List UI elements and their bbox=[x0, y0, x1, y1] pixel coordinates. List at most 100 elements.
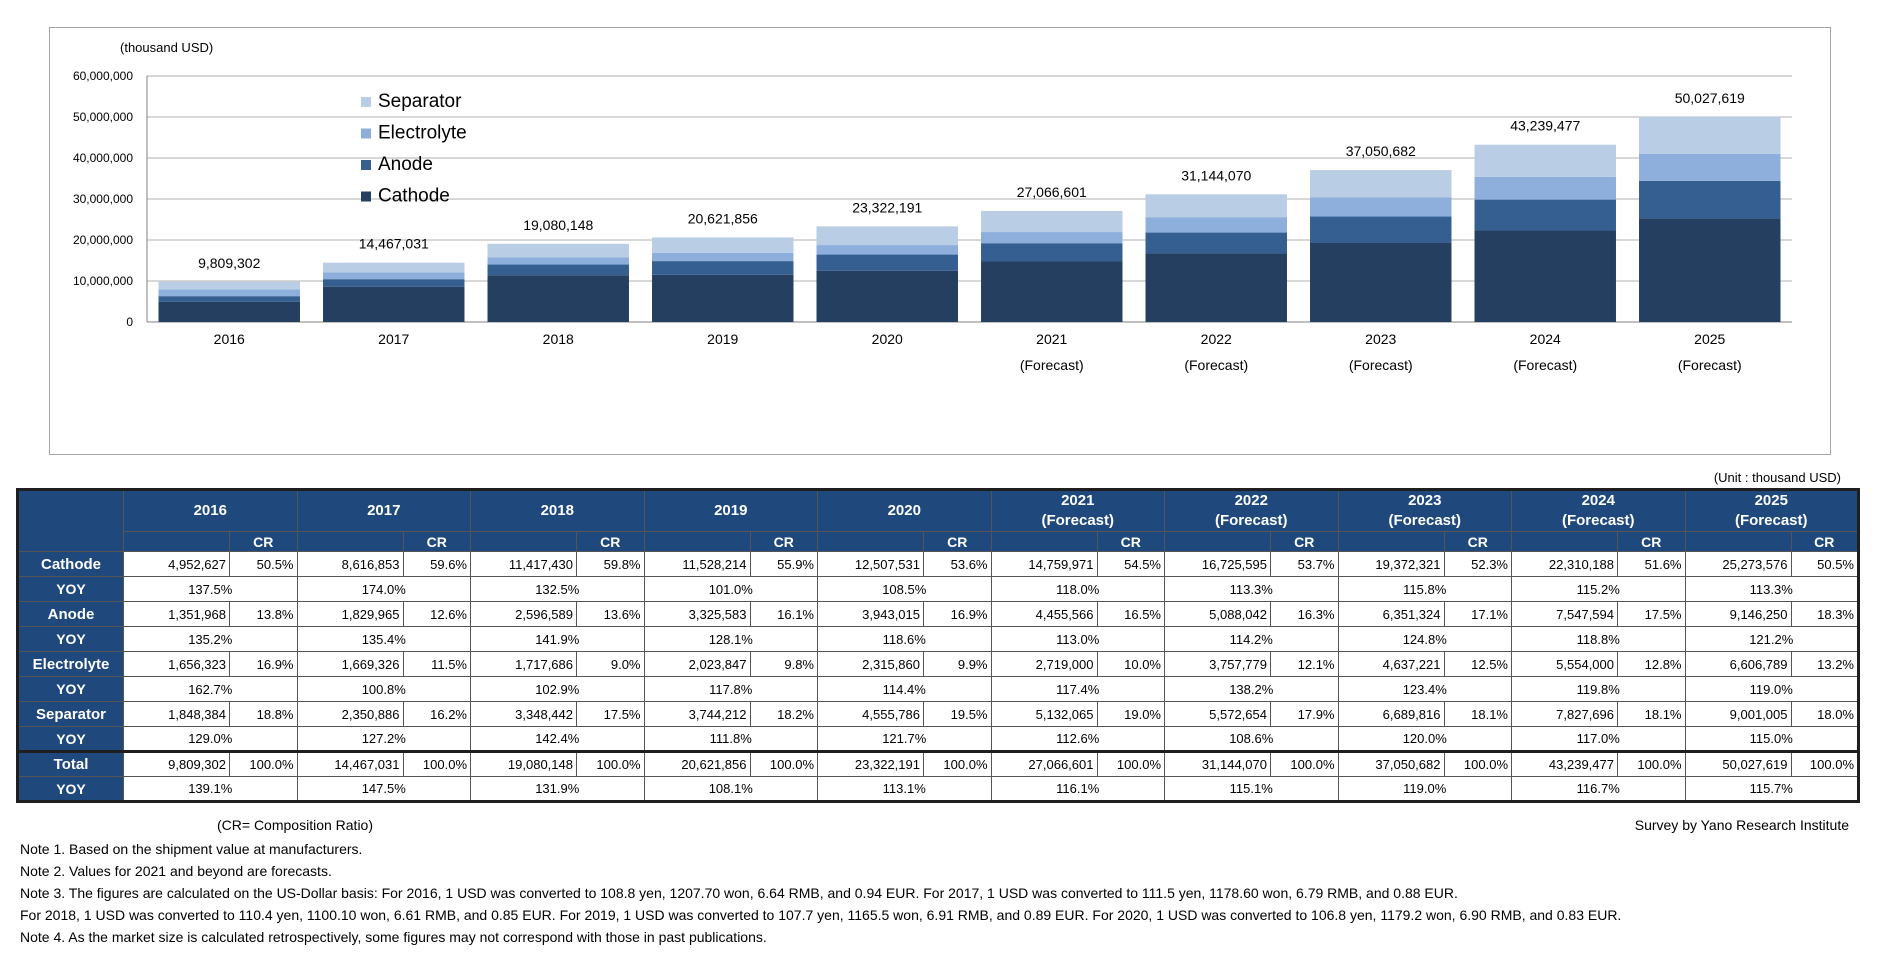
yoy-cell: 115.7% bbox=[1684, 776, 1859, 802]
year-header-year: 2019 bbox=[714, 502, 748, 519]
yoy-cell: 115.2% bbox=[1511, 576, 1686, 602]
bar-segment-separator bbox=[1145, 194, 1287, 218]
yoy-cell: 114.4% bbox=[817, 676, 992, 702]
value-cell: 6,606,789 bbox=[1684, 651, 1792, 677]
bar-segment-anode bbox=[816, 254, 958, 271]
cr-cell: 9.9% bbox=[923, 651, 992, 677]
bar-segment-separator bbox=[158, 281, 300, 290]
header-blank bbox=[1337, 531, 1445, 552]
x-tick-label: 2022 bbox=[1201, 331, 1232, 347]
row-label: Total bbox=[17, 750, 124, 777]
bar-segment-electrolyte bbox=[816, 245, 958, 255]
value-cell: 9,146,250 bbox=[1684, 601, 1792, 627]
row-label: Electrolyte bbox=[17, 651, 124, 677]
legend-swatch bbox=[361, 191, 371, 202]
bar-segment-electrolyte bbox=[1145, 217, 1287, 233]
yoy-cell: 112.6% bbox=[990, 726, 1165, 752]
data-table: 2016 2017 2018 2019 2020 2021 (Forecast) 2022 (F… bbox=[16, 488, 1860, 803]
total-label: 50,027,619 bbox=[1675, 90, 1745, 106]
cr-cell: 59.8% bbox=[576, 551, 645, 577]
year-header-year: 2023 bbox=[1408, 492, 1442, 509]
value-cell: 4,952,627 bbox=[123, 551, 230, 577]
total-label: 9,809,302 bbox=[198, 255, 260, 271]
value-cell: 23,322,191 bbox=[817, 750, 924, 777]
yoy-cell: 139.1% bbox=[123, 776, 298, 802]
year-header: 2022 (Forecast) bbox=[1164, 489, 1339, 532]
cr-header: CR bbox=[402, 531, 471, 552]
cr-cell: 13.2% bbox=[1790, 651, 1859, 677]
value-cell: 7,827,696 bbox=[1511, 701, 1618, 727]
value-cell: 37,050,682 bbox=[1337, 750, 1445, 777]
cr-cell: 100.0% bbox=[1270, 750, 1339, 777]
value-cell: 12,507,531 bbox=[817, 551, 924, 577]
bar-segment-cathode bbox=[1639, 218, 1781, 322]
year-header: 2018 bbox=[470, 489, 645, 532]
value-cell: 16,725,595 bbox=[1164, 551, 1271, 577]
cr-header: CR bbox=[1443, 531, 1512, 552]
yoy-cell: 118.6% bbox=[817, 626, 992, 652]
cr-cell: 16.9% bbox=[229, 651, 298, 677]
y-unit-label: (thousand USD) bbox=[120, 40, 213, 55]
cr-note: (CR= Composition Ratio) bbox=[217, 817, 373, 833]
x-tick-sublabel: (Forecast) bbox=[1349, 357, 1413, 373]
year-header: 2025 (Forecast) bbox=[1684, 489, 1859, 532]
yoy-cell: 114.2% bbox=[1164, 626, 1339, 652]
legend-swatch bbox=[361, 160, 371, 170]
header-blank bbox=[990, 531, 1098, 552]
yoy-cell: 137.5% bbox=[123, 576, 298, 602]
bar-segment-cathode bbox=[323, 286, 465, 322]
cr-cell: 50.5% bbox=[1790, 551, 1859, 577]
bar-segment-electrolyte bbox=[1474, 176, 1616, 200]
cr-cell: 12.1% bbox=[1270, 651, 1339, 677]
bar-segment-cathode bbox=[1310, 242, 1452, 322]
yoy-cell: 113.3% bbox=[1164, 576, 1339, 602]
y-tick-label: 60,000,000 bbox=[73, 69, 133, 83]
value-cell: 19,080,148 bbox=[470, 750, 577, 777]
yoy-cell: 121.7% bbox=[817, 726, 992, 752]
yoy-cell: 119.8% bbox=[1511, 676, 1686, 702]
bar-segment-electrolyte bbox=[158, 289, 300, 297]
legend-label: Anode bbox=[378, 154, 433, 175]
value-cell: 4,637,221 bbox=[1337, 651, 1445, 677]
value-cell: 20,621,856 bbox=[643, 750, 751, 777]
year-header-year: 2017 bbox=[367, 502, 401, 519]
cr-cell: 12.8% bbox=[1617, 651, 1686, 677]
value-cell: 4,455,566 bbox=[990, 601, 1098, 627]
notes: Note 1. Based on the shipment value at m… bbox=[20, 838, 1621, 948]
x-tick-label: 2016 bbox=[214, 331, 245, 347]
bar-segment-cathode bbox=[1145, 253, 1287, 322]
yoy-label: YOY bbox=[17, 676, 124, 702]
bar-segment-anode bbox=[323, 279, 465, 287]
value-cell: 14,759,971 bbox=[990, 551, 1098, 577]
value-cell: 1,717,686 bbox=[470, 651, 577, 677]
cr-cell: 54.5% bbox=[1096, 551, 1165, 577]
year-header: 2020 bbox=[817, 489, 992, 532]
value-cell: 27,066,601 bbox=[990, 750, 1098, 777]
value-cell: 5,572,654 bbox=[1164, 701, 1271, 727]
header-blank bbox=[1511, 531, 1618, 552]
bar-segment-separator bbox=[652, 237, 794, 253]
value-cell: 3,744,212 bbox=[643, 701, 751, 727]
cr-cell: 11.5% bbox=[402, 651, 471, 677]
value-cell: 3,325,583 bbox=[643, 601, 751, 627]
note-line: For 2018, 1 USD was converted to 110.4 y… bbox=[20, 907, 1622, 923]
yoy-cell: 162.7% bbox=[123, 676, 298, 702]
cr-cell: 50.5% bbox=[229, 551, 298, 577]
cr-cell: 51.6% bbox=[1617, 551, 1686, 577]
cr-cell: 16.1% bbox=[749, 601, 818, 627]
bar-segment-electrolyte bbox=[487, 257, 629, 265]
yoy-cell: 127.2% bbox=[296, 726, 471, 752]
header-blank bbox=[817, 531, 924, 552]
cr-header: CR bbox=[1270, 531, 1339, 552]
y-tick-label: 30,000,000 bbox=[73, 192, 133, 206]
bar-segment-cathode bbox=[158, 301, 300, 322]
yoy-cell: 135.2% bbox=[123, 626, 298, 652]
bar-segment-separator bbox=[1310, 170, 1452, 198]
yoy-cell: 147.5% bbox=[296, 776, 471, 802]
cr-cell: 18.3% bbox=[1790, 601, 1859, 627]
yoy-cell: 115.0% bbox=[1684, 726, 1859, 752]
y-tick-label: 10,000,000 bbox=[73, 274, 133, 288]
unit-label: (Unit : thousand USD) bbox=[1713, 470, 1841, 485]
value-cell: 3,757,779 bbox=[1164, 651, 1271, 677]
value-cell: 9,809,302 bbox=[123, 750, 230, 777]
